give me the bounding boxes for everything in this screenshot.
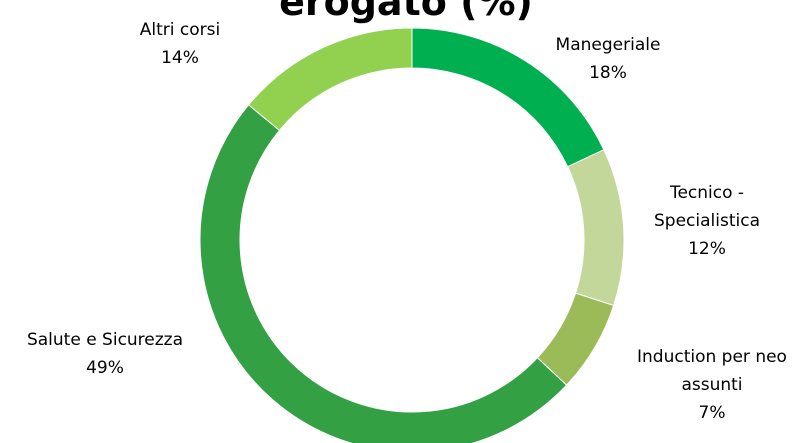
value-label: 49% (86, 358, 124, 378)
value-label: 14% (161, 48, 199, 68)
category-label: Induction per neo assunti (637, 347, 787, 395)
category-label: Manegeriale (555, 35, 661, 55)
category-label: Altri corsi (139, 20, 221, 40)
chart-title: erogato (%) (279, 0, 533, 24)
slice-label: Salute e Sicurezza 49% (0, 326, 210, 382)
donut-segment (566, 149, 625, 307)
donut-segment (199, 104, 568, 443)
category-label: Tecnico - Specialistica (654, 183, 760, 231)
category-label: Salute e Sicurezza (26, 330, 184, 350)
slice-label: Manegeriale 18% (528, 31, 688, 87)
slice-label: Induction per neo assunti 7% (615, 343, 810, 427)
value-label: 12% (688, 239, 726, 259)
donut-segment (247, 27, 413, 132)
slice-label: Altri corsi 14% (110, 16, 250, 72)
value-label: 7% (698, 403, 726, 423)
value-label: 18% (589, 63, 627, 83)
slice-label: Tecnico - Specialistica 12% (637, 179, 777, 263)
